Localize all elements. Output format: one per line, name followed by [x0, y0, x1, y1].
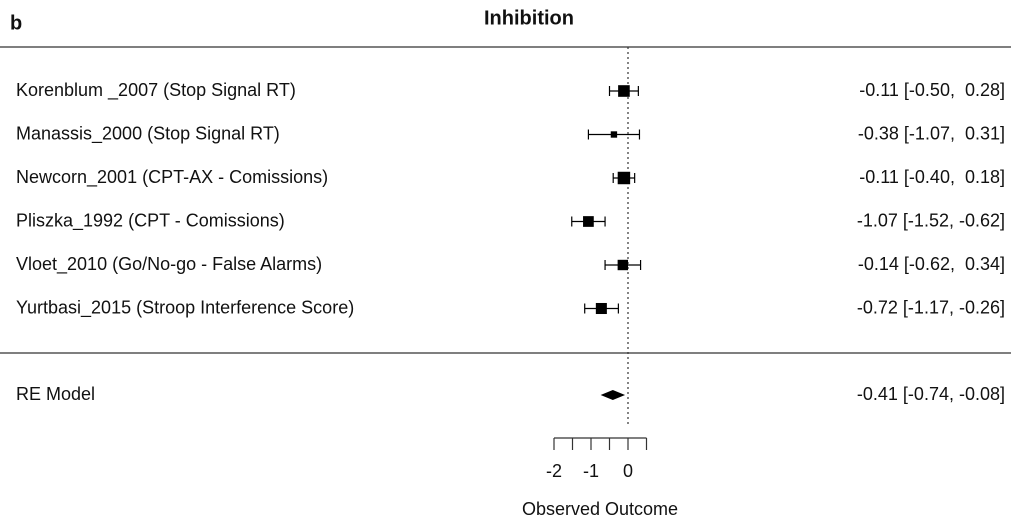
value-label: -1.07 [-1.52, -0.62] — [857, 210, 1005, 230]
x-tick-label: -2 — [546, 461, 562, 481]
study-label: Newcorn_2001 (CPT-AX - Comissions) — [16, 167, 328, 188]
point-estimate — [583, 216, 594, 227]
study-label: Yurtbasi_2015 (Stroop Interference Score… — [16, 297, 354, 318]
point-estimate — [595, 302, 607, 315]
point-estimate — [610, 131, 618, 138]
point-estimate — [617, 259, 629, 271]
study-label: Pliszka_1992 (CPT - Comissions) — [16, 210, 285, 231]
summary-diamond — [600, 390, 626, 400]
value-label: -0.11 [-0.40, 0.18] — [859, 167, 1005, 187]
value-label: -0.11 [-0.50, 0.28] — [859, 80, 1005, 100]
value-label: -0.14 [-0.62, 0.34] — [858, 254, 1005, 274]
study-label: Vloet_2010 (Go/No-go - False Alarms) — [16, 254, 322, 275]
chart-title: Inhibition — [484, 7, 574, 29]
study-label: Manassis_2000 (Stop Signal RT) — [16, 123, 280, 144]
panel-label: b — [10, 12, 22, 34]
point-estimate — [618, 85, 630, 97]
x-axis-label: Observed Outcome — [522, 499, 678, 519]
study-label: Korenblum _2007 (Stop Signal RT) — [16, 80, 296, 101]
x-tick-label: -1 — [583, 461, 599, 481]
value-label: -0.72 [-1.17, -0.26] — [857, 297, 1005, 317]
x-tick-label: 0 — [623, 461, 633, 481]
summary-value-label: -0.41 [-0.74, -0.08] — [857, 384, 1005, 404]
value-label: -0.38 [-1.07, 0.31] — [858, 123, 1005, 143]
point-estimate — [617, 171, 631, 185]
summary-label: RE Model — [16, 384, 95, 404]
